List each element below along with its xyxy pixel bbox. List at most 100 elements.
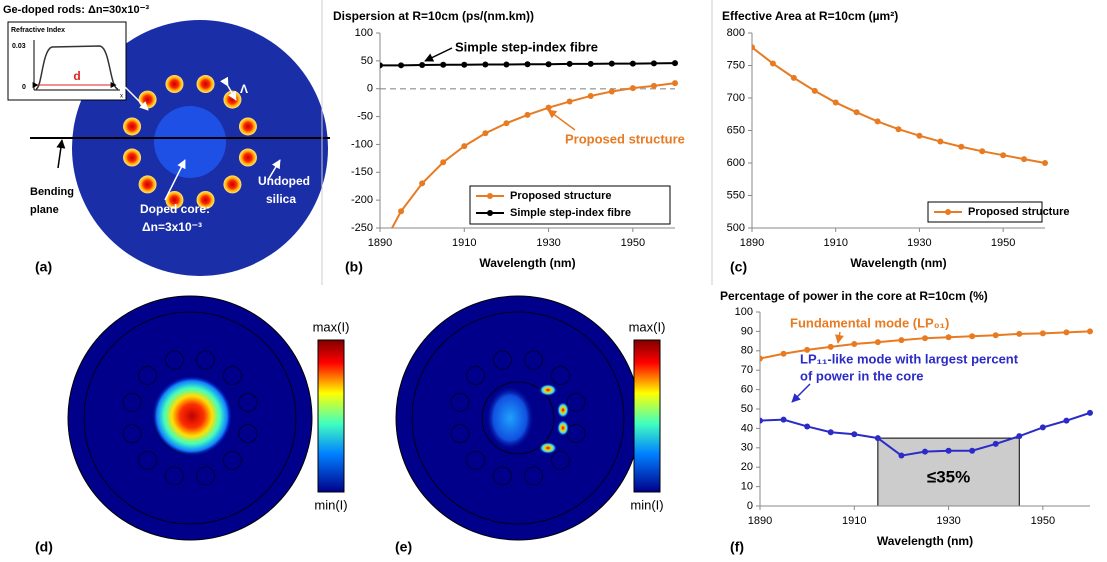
- data-point: [874, 435, 881, 442]
- cladding-label: silica: [266, 192, 296, 206]
- data-point: [898, 337, 905, 344]
- x-axis-label: Wavelength (nm): [479, 256, 575, 270]
- rod: [138, 175, 157, 194]
- annotation: of power in the core: [800, 368, 924, 383]
- rod-outline: [466, 451, 485, 470]
- x-tick-label: 1950: [1031, 515, 1055, 527]
- x-tick-label: 1910: [452, 237, 476, 249]
- rod-outline: [138, 366, 157, 385]
- panel-label: (c): [730, 259, 747, 275]
- series-line: [390, 82, 676, 228]
- y-tick-label: 90: [741, 325, 753, 337]
- y-tick-label: 40: [741, 422, 753, 434]
- x-tick-label: 1950: [991, 237, 1015, 249]
- fibre-diagram: Refractive Index 0.03 0 d x Ge-doped rod…: [3, 4, 330, 276]
- data-point: [1039, 330, 1046, 337]
- rod-outline: [566, 393, 586, 412]
- x-axis-label: Wavelength (nm): [877, 534, 973, 548]
- bending-label: plane: [30, 204, 59, 216]
- core: [154, 106, 226, 178]
- y-tick-label: 80: [741, 345, 753, 357]
- y-tick-label: 750: [727, 59, 745, 71]
- rod: [138, 90, 157, 109]
- rod-outline: [493, 466, 512, 486]
- data-point: [672, 80, 678, 87]
- annotation: Fundamental mode (LP₀₁): [790, 315, 949, 330]
- data-point: [827, 343, 834, 350]
- arrow: [119, 81, 149, 111]
- rod-outline: [165, 466, 184, 486]
- inset-title: Refractive Index: [11, 27, 65, 34]
- data-point: [629, 85, 636, 92]
- data-point: [566, 60, 573, 67]
- rod-outline: [524, 466, 543, 486]
- data-point: [922, 448, 928, 455]
- colorbar-max: max(I): [629, 319, 666, 334]
- rod-outline: [238, 424, 258, 443]
- data-point: [752, 44, 755, 51]
- rod: [123, 148, 142, 167]
- data-point: [992, 440, 999, 447]
- data-point: [760, 417, 763, 424]
- x-tick-label: 1910: [823, 237, 847, 249]
- x-tick-label: 1930: [936, 515, 960, 527]
- data-point: [945, 334, 952, 341]
- cladding-label: Undoped: [258, 174, 310, 188]
- x-tick-label: 1930: [907, 237, 931, 249]
- data-point: [1000, 152, 1007, 159]
- data-point: [1063, 329, 1070, 336]
- legend-label: Proposed structure: [510, 190, 611, 202]
- data-point: [672, 60, 678, 67]
- data-point: [898, 452, 905, 459]
- rod-outlines: [122, 350, 258, 486]
- x-tick-label: 1890: [748, 515, 772, 527]
- x-tick-label: 1910: [842, 515, 866, 527]
- data-point: [895, 126, 902, 133]
- y-tick-label: 10: [741, 481, 753, 493]
- series-line: [752, 46, 1046, 164]
- mode-image: max(I) min(I) (d): [35, 295, 350, 555]
- data-point: [587, 60, 594, 67]
- colorbar-min: min(I): [630, 497, 663, 512]
- core-label: Δn=3x10⁻³: [142, 220, 202, 234]
- core-label: Doped core:: [140, 202, 210, 216]
- colorbar: [633, 339, 661, 493]
- data-point: [937, 138, 944, 145]
- data-point: [482, 130, 489, 137]
- y-tick-label: 0: [747, 500, 753, 512]
- rod-lobe: [557, 402, 569, 418]
- rod: [196, 75, 215, 94]
- data-point: [524, 61, 531, 68]
- data-point: [587, 92, 594, 99]
- data-point: [503, 61, 510, 68]
- data-point: [1016, 330, 1023, 337]
- data-point: [992, 332, 999, 339]
- outline: [411, 311, 625, 525]
- mode-image: max(I) min(I) (e): [395, 295, 666, 555]
- y-tick-label: -50: [357, 110, 373, 122]
- rod-outline: [450, 393, 470, 412]
- bending-label: Bending: [30, 186, 74, 198]
- panel-label: (f): [730, 539, 744, 555]
- arrow: [267, 159, 281, 181]
- data-point: [790, 74, 797, 81]
- data-point: [851, 431, 858, 438]
- data-point: [503, 120, 510, 127]
- y-tick-label: 50: [741, 403, 753, 415]
- data-point: [1063, 417, 1070, 424]
- rod-outline: [524, 350, 543, 370]
- rod-outline: [122, 393, 142, 412]
- x-axis-label: Wavelength (nm): [850, 256, 946, 270]
- y-tick-label: 800: [727, 27, 745, 39]
- rod-outline: [493, 350, 512, 370]
- data-point: [958, 143, 965, 150]
- annotation: Simple step-index fibre: [455, 39, 598, 54]
- legend-marker: [487, 193, 493, 199]
- rod: [165, 190, 184, 209]
- rod-lobe: [557, 420, 569, 436]
- rod-outline: [196, 466, 215, 486]
- inset-axis-label: x: [120, 94, 123, 100]
- data-point: [874, 339, 881, 346]
- colorbar-max: max(I): [313, 319, 350, 334]
